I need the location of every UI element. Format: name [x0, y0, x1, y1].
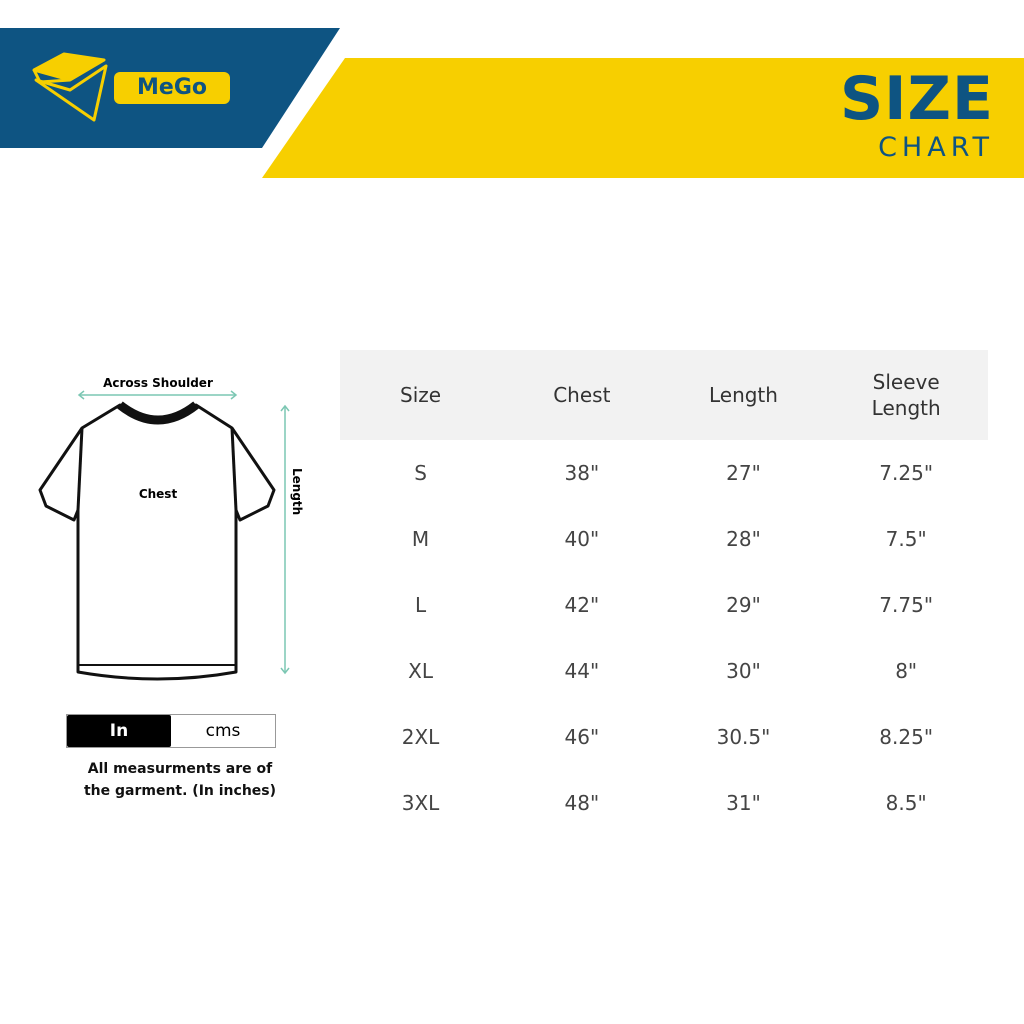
cell-chest: 38" — [564, 461, 600, 485]
cell-length: 30" — [726, 659, 761, 683]
cell-chest: 48" — [564, 791, 600, 815]
cell-length: 27" — [726, 461, 761, 485]
cell-size: M — [411, 527, 430, 551]
cell-length: 31" — [726, 791, 761, 815]
cell-length: 29" — [726, 593, 761, 617]
page-subtitle: CHART — [878, 132, 994, 163]
cell-sleeve-length: 8.25" — [879, 725, 934, 749]
size-table: Size Chest Length Sleeve Length S 38" 27" 7… — [340, 350, 988, 836]
table-row: 3XL 48" 31" 8.5" — [340, 770, 988, 836]
cell-size: S — [414, 461, 427, 485]
table-row: 2XL 46" 30.5" 8.25" — [340, 704, 988, 770]
cell-size: 3XL — [401, 791, 440, 815]
cell-length: 30.5" — [716, 725, 771, 749]
brand-logo: MeGo — [114, 72, 230, 104]
cell-chest: 42" — [564, 593, 600, 617]
envelope-logo-icon — [32, 52, 108, 122]
note-line-2: the garment. (In inches) — [83, 783, 277, 799]
table-row: S 38" 27" 7.25" — [340, 440, 988, 506]
cell-sleeve-length: 8" — [895, 659, 918, 683]
cell-chest: 44" — [564, 659, 600, 683]
cell-size: L — [414, 593, 427, 617]
cell-length: 28" — [726, 527, 761, 551]
yellow-banner — [262, 58, 1024, 178]
cell-sleeve-length: 7.25" — [879, 461, 934, 485]
cell-chest: 40" — [564, 527, 600, 551]
table-row: M 40" 28" 7.5" — [340, 506, 988, 572]
header-length: Length — [662, 350, 825, 440]
page-title: SIZE — [839, 64, 994, 134]
header-sleeve-length: Sleeve Length — [824, 350, 988, 440]
cell-size: 2XL — [401, 725, 440, 749]
table-row: XL 44" 30" 8" — [340, 638, 988, 704]
unit-cms-option[interactable]: cms — [205, 721, 241, 741]
across-shoulder-label: Across Shoulder — [103, 376, 213, 390]
tshirt-icon — [38, 401, 276, 681]
cell-sleeve-length: 7.75" — [879, 593, 934, 617]
unit-inches-option[interactable]: In — [67, 715, 171, 747]
table-header-row: Size Chest Length Sleeve Length — [340, 350, 988, 440]
table-row: L 42" 29" 7.75" — [340, 572, 988, 638]
header-size: Size — [340, 350, 502, 440]
cell-sleeve-length: 8.5" — [885, 791, 927, 815]
cell-sleeve-length: 7.5" — [885, 527, 927, 551]
cell-chest: 46" — [564, 725, 600, 749]
tshirt-diagram: Across Shoulder Chest Length — [38, 376, 304, 681]
length-label: Length — [290, 468, 304, 515]
measurement-note: All measurments are of the garment. (In … — [60, 758, 300, 802]
header-chest: Chest — [501, 350, 663, 440]
unit-toggle[interactable]: In cms — [66, 714, 276, 748]
note-line-1: All measurments are of — [87, 761, 273, 777]
chest-label: Chest — [139, 487, 178, 501]
cell-size: XL — [408, 659, 433, 683]
